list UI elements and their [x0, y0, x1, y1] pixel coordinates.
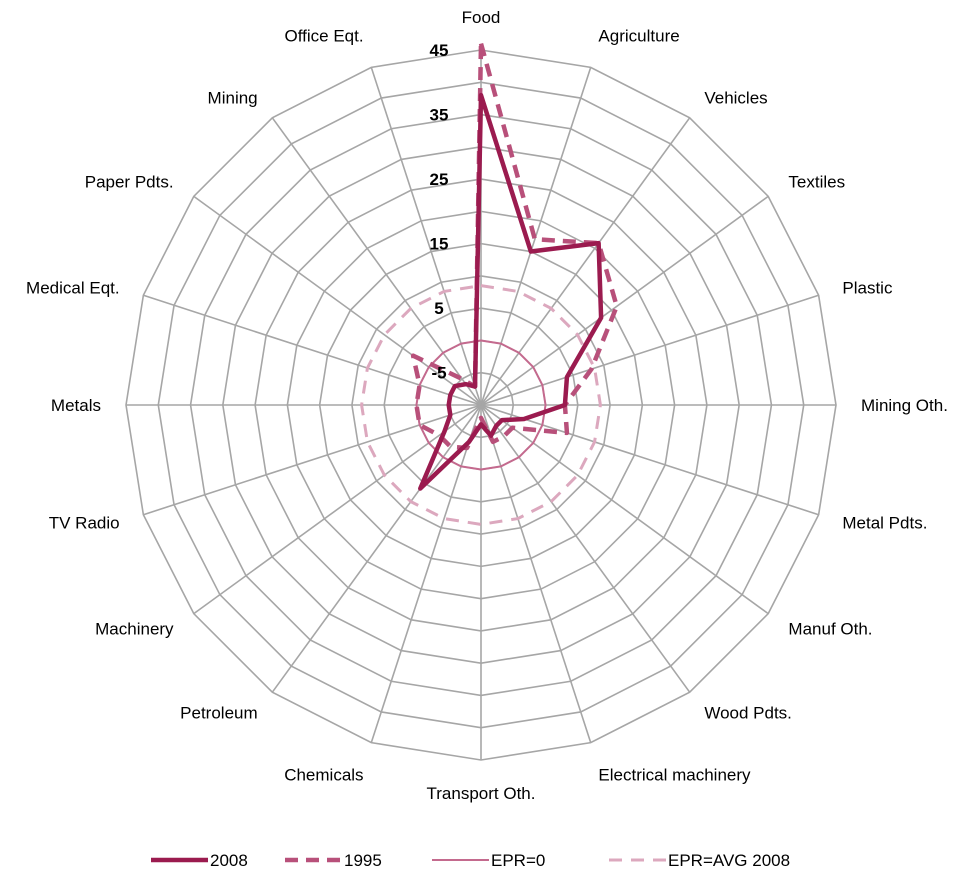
legend: 2008 1995 EPR=0 EPR=AVG 2008 — [151, 851, 790, 870]
grid-spoke — [480, 294, 819, 406]
grid-spoke — [370, 67, 482, 406]
category-label-manuf-oth: Manuf Oth. — [788, 619, 872, 638]
series-line-epr-0 — [415, 339, 547, 471]
category-label-food: Food — [462, 8, 501, 27]
tick-label: 15 — [430, 235, 449, 254]
category-label-paper-pdts: Paper Pdts. — [85, 173, 174, 192]
grid-spoke — [480, 404, 819, 516]
grid-spoke — [480, 404, 769, 615]
tick-label: 45 — [430, 41, 449, 60]
tick-label: 35 — [430, 106, 449, 125]
category-label-agriculture: Agriculture — [598, 27, 679, 46]
category-label-chemicals: Chemicals — [284, 765, 363, 784]
grid-spoke — [271, 404, 482, 693]
grid-spoke — [143, 294, 482, 406]
tick-label: -5 — [431, 364, 446, 383]
legend-label-epr-0: EPR=0 — [491, 851, 545, 870]
grid-spoke — [480, 117, 691, 406]
grid-spoke — [143, 404, 482, 516]
category-label-metals: Metals — [51, 396, 101, 415]
radar-series — [360, 41, 620, 526]
series-line-2008 — [418, 92, 604, 491]
grid-spoke — [193, 195, 482, 406]
legend-label-1995: 1995 — [344, 851, 382, 870]
grid-spoke — [271, 117, 482, 406]
tick-label: 25 — [430, 170, 449, 189]
category-label-transport-oth: Transport Oth. — [427, 784, 536, 803]
category-label-mining: Mining — [208, 89, 258, 108]
series-line-epr-avg-2008 — [360, 284, 602, 526]
grid-spoke — [480, 404, 691, 693]
legend-label-epr-avg-2008: EPR=AVG 2008 — [668, 851, 790, 870]
category-labels: Food Agriculture Vehicles Textiles Plastic Mi… — [26, 8, 948, 803]
legend-label-2008: 2008 — [210, 851, 248, 870]
category-label-electrical-machinery: Electrical machinery — [598, 765, 751, 784]
series-line-1995 — [410, 41, 620, 451]
category-label-metal-pdts: Metal Pdts. — [842, 513, 927, 532]
category-label-wood-pdts: Wood Pdts. — [704, 703, 792, 722]
category-label-plastic: Plastic — [842, 279, 893, 298]
grid-spoke — [480, 195, 769, 406]
grid-spoke — [370, 404, 482, 743]
category-label-medical-eqt: Medical Eqt. — [26, 279, 120, 298]
category-label-office-eqt: Office Eqt. — [285, 27, 364, 46]
category-label-mining-oth: Mining Oth. — [861, 396, 948, 415]
category-label-textiles: Textiles — [788, 173, 845, 192]
grid-spoke — [480, 404, 592, 743]
category-label-vehicles: Vehicles — [704, 89, 767, 108]
category-label-tv-radio: TV Radio — [49, 513, 120, 532]
radial-tick-labels: -5 5 15 25 35 45 — [430, 41, 449, 383]
category-label-machinery: Machinery — [95, 619, 174, 638]
category-label-petroleum: Petroleum — [180, 703, 257, 722]
tick-label: 5 — [434, 299, 443, 318]
grid-spoke — [193, 404, 482, 615]
